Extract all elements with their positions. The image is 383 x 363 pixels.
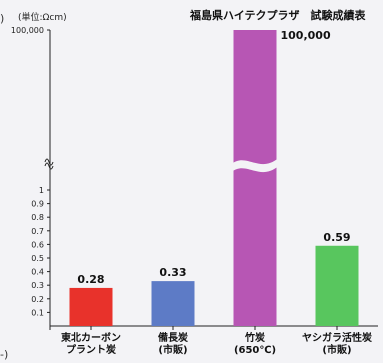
data-label-3: 100,000 [281, 29, 331, 42]
y-tick-label-6: 0.6 [31, 240, 44, 249]
y-tick-label-2: 0.2 [31, 295, 44, 304]
x-tick-label-2-line-1: 備長炭 [158, 331, 188, 344]
bar-3 [233, 30, 277, 326]
x-tick-label-1-line-2: プラント炭 [66, 343, 116, 356]
bar-3-break [231, 158, 279, 173]
x-tick-label-1-line-1: 東北カーボン [61, 331, 121, 344]
y-tick-label-3: 0.3 [31, 281, 44, 290]
y-axis-break-mark-upper [44, 158, 54, 166]
y-axis-break-mark-lower [44, 162, 54, 170]
y-tick-label-4: 0.4 [31, 268, 44, 277]
data-label-1: 0.28 [77, 273, 104, 286]
labels-layer: 0.28東北カーボンプラント炭0.33備長炭(市販)100,000竹炭(650℃… [61, 29, 372, 356]
x-tick-label-3-line-2: (650℃) [234, 345, 276, 356]
bars-layer [69, 30, 359, 326]
bar-4 [315, 245, 359, 326]
axis-layer: 0.1 0.2 0.3 0.4 0.5 0.6 0.7 0.8 0.9 1 100,000 [11, 26, 378, 330]
bar-1 [69, 287, 113, 326]
data-label-2: 0.33 [159, 266, 186, 279]
y-axis-unit-label: (単位:Ωcm) [18, 11, 67, 23]
chart-title: 福島県ハイテクプラザ 試験成績表 [189, 8, 367, 22]
y-tick-label-9: 0.9 [31, 200, 44, 209]
edge-mark-bottom: -) [0, 348, 8, 361]
y-tick-label-10: 1 [39, 186, 44, 195]
edge-mark-top: ) [0, 12, 4, 25]
y-tick-label-7: 0.7 [31, 227, 44, 236]
x-tick-label-3-line-1: 竹炭 [244, 331, 265, 344]
y-tick-label-5: 0.5 [31, 254, 44, 263]
bar-2 [151, 281, 195, 326]
y-tick-label-upper: 100,000 [11, 26, 44, 35]
y-tick-label-8: 0.8 [31, 213, 44, 222]
data-label-4: 0.59 [323, 231, 350, 244]
y-tick-label-1: 0.1 [31, 308, 44, 317]
x-tick-label-4-line-1: ヤシガラ活性炭 [302, 331, 372, 344]
x-tick-label-4-line-2: (市販) [322, 343, 351, 356]
x-tick-label-2-line-2: (市販) [158, 343, 187, 356]
